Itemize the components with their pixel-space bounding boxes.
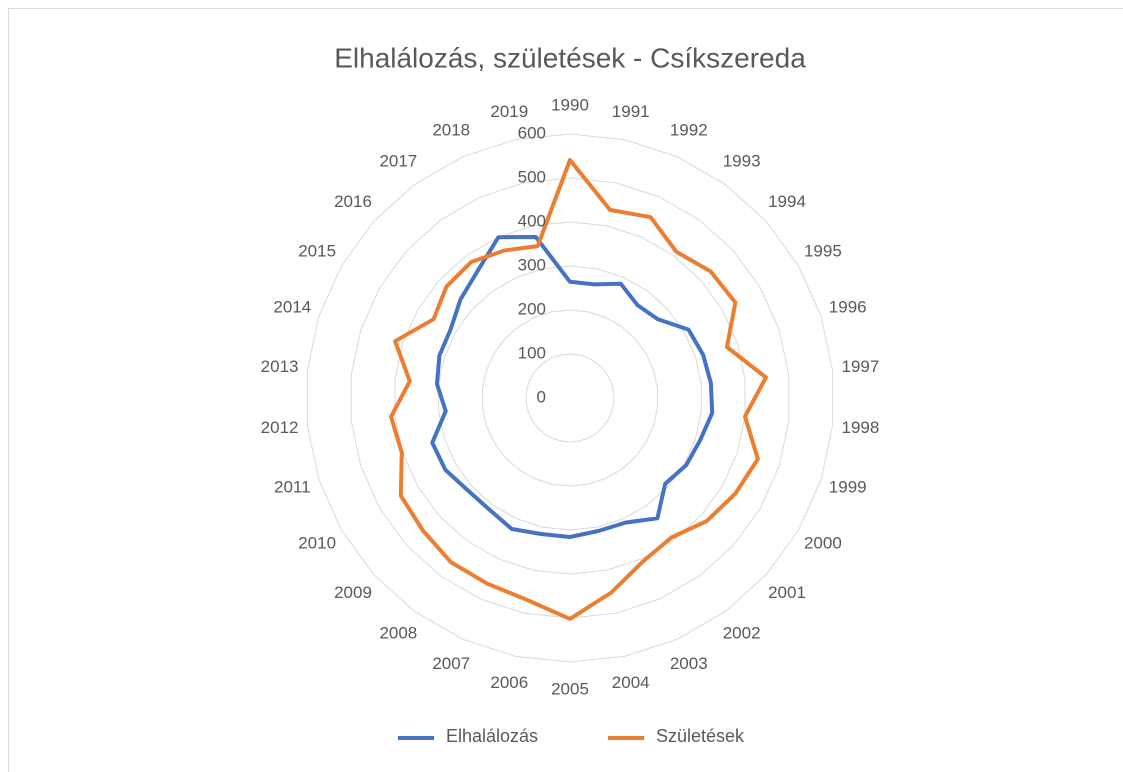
grid-ring bbox=[350, 177, 790, 619]
legend-label: Elhalálozás bbox=[446, 726, 538, 746]
r-tick-label: 400 bbox=[518, 211, 546, 230]
chart-title: Elhalálozás, születések - Csíkszereda bbox=[334, 42, 806, 73]
category-label: 2004 bbox=[612, 673, 650, 692]
grid-ring bbox=[394, 221, 746, 575]
grid-ring bbox=[482, 309, 658, 487]
category-label: 1992 bbox=[670, 121, 708, 140]
r-tick-label: 100 bbox=[518, 343, 546, 362]
category-label: 2018 bbox=[432, 121, 470, 140]
category-label: 1996 bbox=[829, 297, 867, 316]
category-label: 2006 bbox=[490, 673, 528, 692]
category-label: 2015 bbox=[298, 241, 336, 260]
category-label: 2003 bbox=[670, 654, 708, 673]
category-label: 2001 bbox=[768, 583, 806, 602]
r-tick-label: 0 bbox=[537, 387, 546, 406]
category-label: 2000 bbox=[804, 533, 842, 552]
grid-ring bbox=[525, 353, 615, 443]
category-label: 1997 bbox=[841, 357, 879, 376]
category-label: 2009 bbox=[334, 583, 372, 602]
category-label: 2007 bbox=[432, 654, 470, 673]
category-label: 2014 bbox=[273, 297, 311, 316]
category-label: 2011 bbox=[274, 478, 311, 497]
category-label: 1999 bbox=[829, 478, 867, 497]
category-label: 2008 bbox=[379, 624, 417, 643]
chart-frame bbox=[8, 8, 1123, 772]
legend-label: Születések bbox=[656, 726, 745, 746]
series-line bbox=[389, 158, 768, 621]
r-tick-label: 300 bbox=[518, 255, 546, 274]
category-label: 2017 bbox=[379, 151, 417, 170]
category-label: 2013 bbox=[261, 357, 299, 376]
category-label: 2005 bbox=[551, 679, 589, 698]
category-label: 1991 bbox=[612, 102, 650, 121]
category-label: 2012 bbox=[261, 418, 299, 437]
category-label: 2010 bbox=[298, 533, 336, 552]
category-label: 2016 bbox=[334, 192, 372, 211]
category-label: 1993 bbox=[723, 151, 761, 170]
category-label: 1990 bbox=[551, 95, 589, 114]
category-label: 1994 bbox=[768, 192, 806, 211]
r-tick-label: 600 bbox=[518, 123, 546, 142]
grid-ring bbox=[306, 133, 834, 663]
series-line bbox=[430, 235, 715, 539]
r-tick-label: 500 bbox=[518, 167, 546, 186]
r-tick-label: 200 bbox=[518, 299, 546, 318]
category-label: 2019 bbox=[490, 102, 528, 121]
category-label: 1995 bbox=[804, 241, 842, 260]
category-label: 1998 bbox=[841, 418, 879, 437]
grid-ring bbox=[438, 265, 702, 531]
category-label: 2002 bbox=[723, 624, 761, 643]
